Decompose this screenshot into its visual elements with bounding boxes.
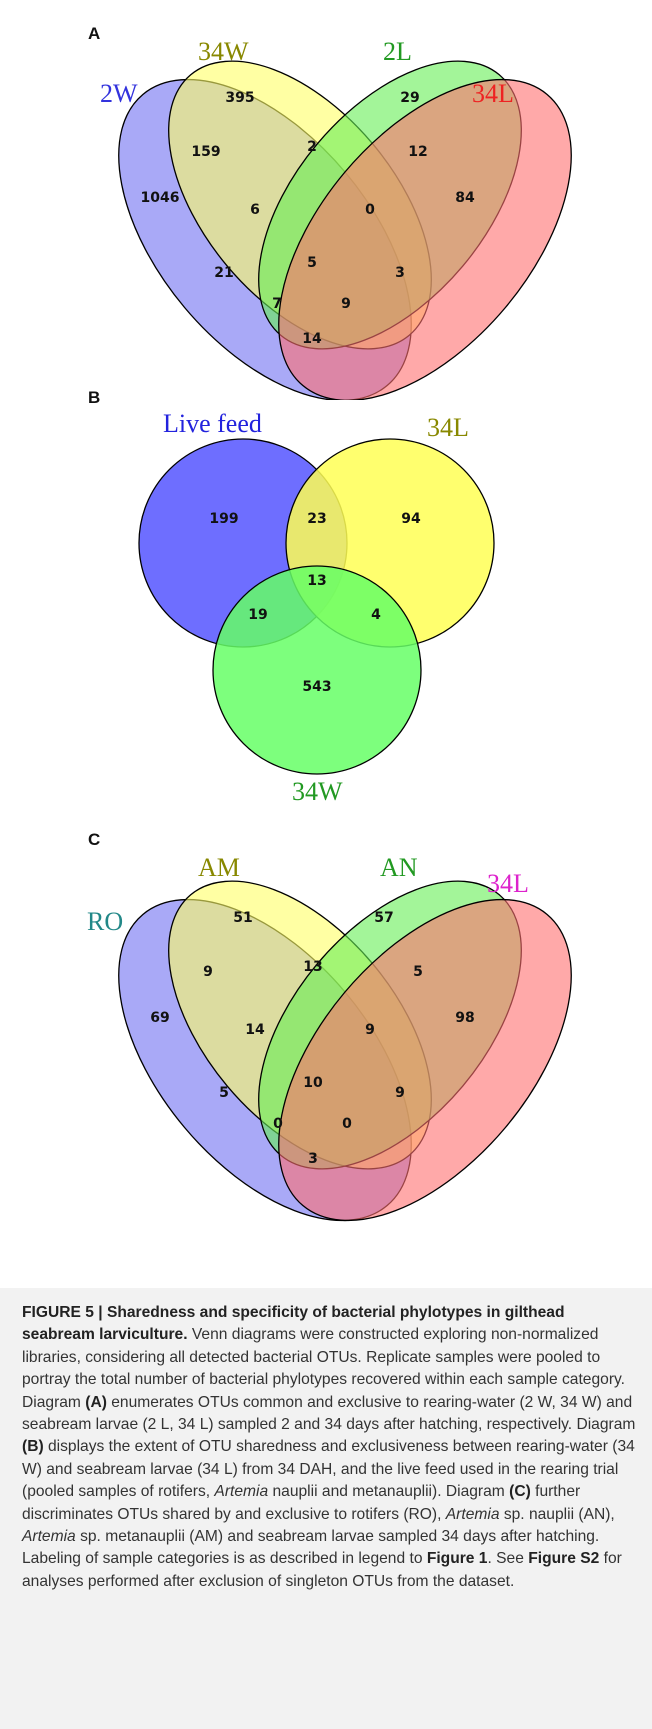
caption-ref-a: (A) [85, 1393, 107, 1411]
count-2w-34l: 14 [302, 331, 322, 347]
count-34l-only: 98 [455, 1010, 474, 1026]
count-ro-an-34l: 0 [273, 1116, 283, 1132]
count-am-34l: 9 [395, 1085, 405, 1101]
caption-italic-artemia: Artemia [445, 1505, 500, 1523]
caption-text: for analyses performed after exclusion o… [22, 1550, 622, 1590]
label-34w: 34W [198, 37, 249, 66]
count-ro-am: 9 [203, 964, 213, 980]
caption-text: sp. metanauplii (AM) and seabream larvae… [22, 1528, 600, 1568]
count-an-34l: 5 [413, 964, 423, 980]
count-2w-only: 1046 [141, 190, 180, 206]
label-34l: 34L [427, 413, 469, 442]
panel-a-letter: A [88, 24, 101, 43]
caption-link-figure-s2[interactable]: Figure S2 [528, 1550, 600, 1568]
count-all-three: 13 [307, 573, 326, 589]
caption-text: Venn diagrams were constructed exploring… [22, 1326, 625, 1411]
count-live-feed-only: 199 [209, 511, 238, 527]
count-34w-2l-34l: 0 [365, 202, 375, 218]
venn-diagram-b: Live feed 34L 34W 199 94 23 13 19 4 543 [138, 409, 495, 806]
label-34l: 34L [472, 79, 514, 108]
caption-italic-artemia: Artemia [214, 1483, 269, 1501]
count-34l-only: 84 [455, 190, 475, 206]
label-2w: 2W [100, 79, 138, 108]
label-2l: 2L [383, 37, 412, 66]
caption-text: enumerates OTUs common and exclusive to … [22, 1393, 636, 1434]
panel-c-letter: C [88, 830, 101, 849]
figure-caption: FIGURE 5 | Sharedness and specificity of… [22, 1302, 637, 1593]
caption-text: . See [487, 1550, 529, 1568]
caption-text: further discriminates OTUs shared by and… [22, 1483, 581, 1523]
count-an-only: 57 [374, 910, 393, 926]
label-ro: RO [87, 907, 123, 936]
count-ro-an: 5 [219, 1085, 229, 1101]
count-all-four: 5 [307, 255, 317, 271]
ellipse-34l [278, 898, 572, 1222]
count-am-an-34l: 9 [365, 1022, 375, 1038]
caption-text: displays the extent of OTU sharedness an… [22, 1438, 635, 1501]
label-an: AN [380, 853, 418, 882]
caption-text: nauplii and metanauplii). Diagram [268, 1483, 510, 1501]
count-all-four: 10 [303, 1075, 323, 1091]
caption-link-figure-1[interactable]: Figure 1 [426, 1550, 488, 1568]
count-live-feed-34w: 19 [248, 607, 267, 623]
count-34w-2l: 2 [307, 139, 317, 155]
caption-ref-c: (C) [509, 1483, 531, 1501]
count-ro-am-an: 14 [245, 1022, 265, 1038]
caption-italic-artemia: Artemia [22, 1528, 76, 1546]
count-2w-34w: 159 [191, 144, 220, 160]
circle-34w [212, 565, 422, 775]
count-2l-only: 29 [400, 90, 419, 106]
count-34w-only: 543 [302, 679, 331, 695]
count-ro-am-34l: 0 [342, 1116, 352, 1132]
count-2l-34l: 12 [408, 144, 427, 160]
count-am-an: 13 [303, 959, 322, 975]
caption-ref-b: (B) [22, 1438, 44, 1456]
count-34w-34l: 3 [395, 265, 405, 281]
caption-figure-label: FIGURE 5 | Sharedness and specificity of… [22, 1304, 565, 1344]
panel-c: C RO AM AN 34L 69 51 57 98 9 13 5 14 9 5… [0, 830, 652, 1270]
venn-diagram-c: RO AM AN 34L 69 51 57 98 9 13 5 14 9 5 1… [87, 853, 572, 1222]
count-34w-only: 395 [225, 90, 254, 106]
ellipse-34l [278, 78, 572, 400]
panel-b-letter: B [88, 388, 101, 407]
count-2w-2l-34l: 7 [272, 296, 282, 312]
count-2w-34w-2l: 6 [250, 202, 260, 218]
count-am-only: 51 [233, 910, 252, 926]
count-2w-2l: 21 [214, 265, 233, 281]
label-34l: 34L [487, 869, 529, 898]
count-2w-34w-34l: 9 [341, 296, 351, 312]
label-am: AM [198, 853, 240, 882]
panel-a: A 2W 34W 2L 34L 1046 395 29 84 159 2 12 … [0, 0, 652, 400]
count-34l-only: 94 [401, 511, 421, 527]
label-34w: 34W [292, 777, 343, 806]
caption-text: sp. nauplii (AN), [499, 1505, 615, 1523]
venn-diagram-a: 2W 34W 2L 34L 1046 395 29 84 159 2 12 6 … [100, 37, 572, 400]
caption-box [0, 1288, 652, 1729]
count-live-feed-34l: 23 [307, 511, 326, 527]
count-ro-34l: 3 [308, 1151, 318, 1167]
count-ro-only: 69 [150, 1010, 169, 1026]
panel-b: B Live feed 34L 34W 199 94 23 13 19 4 54… [0, 388, 652, 828]
label-live-feed: Live feed [163, 409, 262, 438]
count-34l-34w: 4 [371, 607, 381, 623]
